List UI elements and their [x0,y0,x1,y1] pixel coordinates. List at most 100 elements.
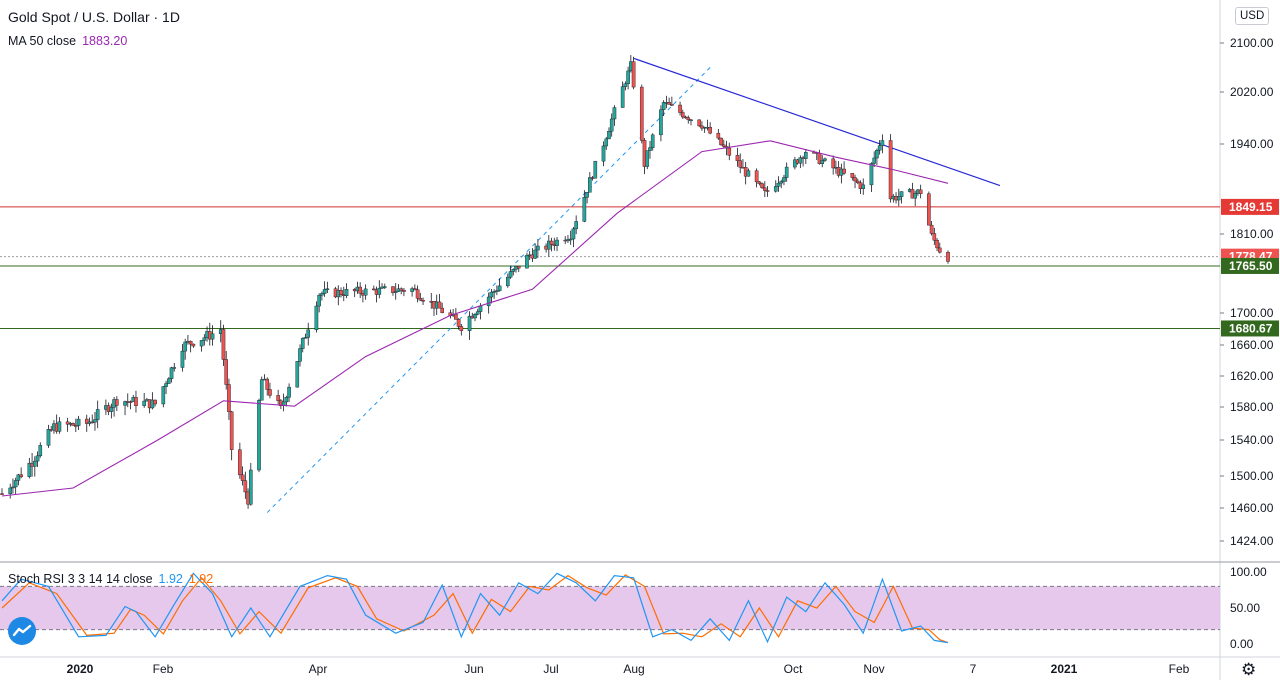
candle-body [607,130,611,140]
time-tick-label: Feb [1169,662,1190,676]
candle-body [456,319,461,327]
candle-body [314,305,319,331]
stoch-rsi-d-line [1,574,949,644]
stoch-rsi-d-value: 1.92 [188,572,214,586]
candle-body [549,240,554,245]
candle-body [128,401,133,403]
candle-body [300,338,305,349]
candle-body [571,228,576,240]
candle-body [763,187,767,191]
currency-badge[interactable]: USD [1235,7,1270,25]
time-tick-label: Jun [464,662,483,676]
candle-body [776,182,781,187]
time-tick-label: Feb [153,662,174,676]
candle-body [437,301,442,309]
candle-body [243,480,248,493]
candle-body [738,160,743,168]
candle-body [489,291,494,298]
candle-body [224,359,228,385]
candle-body [391,286,395,293]
candle-body [8,487,13,494]
price-tick-label: 1810.00 [1230,227,1274,241]
time-tick-label: Jul [543,662,558,676]
candle-body [601,145,606,162]
candle-body [648,147,652,151]
candle-body [533,249,537,259]
settings-gear-icon[interactable]: ⚙ [1241,660,1257,679]
candle-body [372,288,376,291]
candle-body [935,240,939,249]
candle-body [516,265,521,269]
ma-legend[interactable]: MA 50 close 1883.20 [8,34,127,48]
candle-body [166,378,171,384]
candle-body [276,395,280,401]
candle-body [303,337,308,339]
candle-body [697,119,701,127]
candle-body [27,462,32,477]
price-tick-label: 1700.00 [1230,306,1274,320]
stoch-rsi-legend[interactable]: Stoch RSI 3 3 14 14 close 1.92 1.92 [8,572,213,586]
candle-body [76,418,81,426]
candle-body [511,269,516,272]
candle-body [861,184,866,189]
tradingview-logo-icon[interactable] [8,617,36,645]
candle-body [169,367,174,379]
price-tick-label: 1460.00 [1230,501,1274,515]
candle-body [793,159,797,168]
candle-body [322,289,327,294]
support-price-label: 1765.50 [1229,259,1273,273]
candle-body [382,286,387,288]
candle-body [880,140,885,146]
candle-body [123,401,127,406]
candle-body [612,107,617,120]
candle-body [65,421,70,425]
candle-body [249,469,253,505]
candle-body [872,157,876,164]
candle-body [410,288,414,292]
candle-body [626,70,630,84]
price-tick-label: 1500.00 [1230,469,1274,483]
candle-body [918,189,923,195]
candle-body [495,290,499,292]
candle-body [358,286,362,294]
candle-body [134,397,138,406]
candle-body [700,125,704,129]
candle-body [475,311,480,315]
candle-body [57,421,62,432]
candle-body [645,150,650,167]
support-price-tag [1221,320,1279,337]
candle-body [547,240,551,250]
stoch-rsi-k-line [1,572,949,644]
candle-body [16,474,21,481]
candle-body [199,340,204,347]
candle-body [760,183,764,189]
time-tick-label: Nov [863,662,884,676]
candle-body [109,407,114,412]
candle-body [221,329,226,360]
candle-body [377,287,382,295]
candle-body [566,239,570,242]
candle-body [582,197,587,222]
candle-body [735,155,740,161]
candle-body [238,449,242,476]
time-tick-label: Apr [309,662,328,676]
candle-body [363,288,368,296]
candle-body [937,247,942,253]
ma-value: 1883.20 [82,34,128,48]
candle-body [191,343,196,347]
candle-body [287,386,291,398]
candle-body [393,291,398,293]
candle-body [765,190,770,192]
symbol-title[interactable]: Gold Spot / U.S. Dollar · 1D [8,9,180,25]
candle-body [855,180,860,184]
candle-body [773,186,778,192]
candle-body [680,112,685,118]
candle-body [831,158,835,169]
candle-body [746,170,751,177]
candle-body [555,239,559,246]
candle-body [268,389,272,396]
time-tick-label: 7 [970,662,977,676]
candle-body [708,126,712,134]
